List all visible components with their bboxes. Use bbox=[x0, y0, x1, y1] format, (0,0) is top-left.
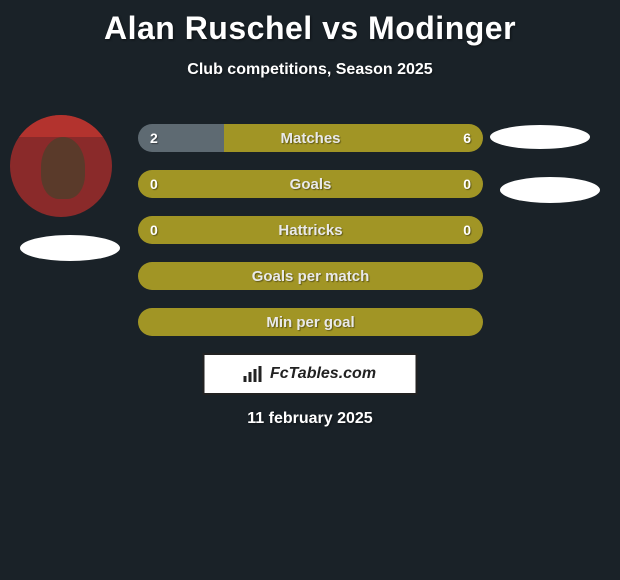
stat-value-right: 6 bbox=[463, 130, 471, 146]
stat-value-left: 0 bbox=[150, 222, 158, 238]
player-avatar-left bbox=[10, 115, 112, 217]
stat-value-right: 0 bbox=[463, 176, 471, 192]
stat-row-hattricks: 0 Hattricks 0 bbox=[138, 216, 483, 244]
stat-value-left: 2 bbox=[150, 130, 158, 146]
subtitle: Club competitions, Season 2025 bbox=[0, 61, 620, 79]
attribution-badge: FcTables.com bbox=[203, 353, 418, 395]
page-title: Alan Ruschel vs Modinger bbox=[0, 0, 620, 47]
date-text: 11 february 2025 bbox=[0, 410, 620, 428]
stat-row-goals: 0 Goals 0 bbox=[138, 170, 483, 198]
stat-label: Hattricks bbox=[278, 222, 342, 239]
player-avatar-right bbox=[490, 125, 590, 149]
attribution-text: FcTables.com bbox=[270, 365, 376, 383]
stat-value-left: 0 bbox=[150, 176, 158, 192]
stat-label: Goals per match bbox=[252, 268, 370, 285]
stat-label: Goals bbox=[290, 176, 332, 193]
bars-icon bbox=[244, 366, 264, 382]
stat-label: Matches bbox=[280, 130, 340, 147]
player-flag-right bbox=[500, 177, 600, 203]
stat-value-right: 0 bbox=[463, 222, 471, 238]
stat-label: Min per goal bbox=[266, 314, 354, 331]
player-flag-left bbox=[20, 235, 120, 261]
stat-row-min-per-goal: Min per goal bbox=[138, 308, 483, 336]
stat-row-goals-per-match: Goals per match bbox=[138, 262, 483, 290]
stat-row-matches: 2 Matches 6 bbox=[138, 124, 483, 152]
stat-fill-right bbox=[224, 124, 483, 152]
stats-bars: 2 Matches 6 0 Goals 0 0 Hattricks 0 Goal… bbox=[138, 124, 483, 354]
